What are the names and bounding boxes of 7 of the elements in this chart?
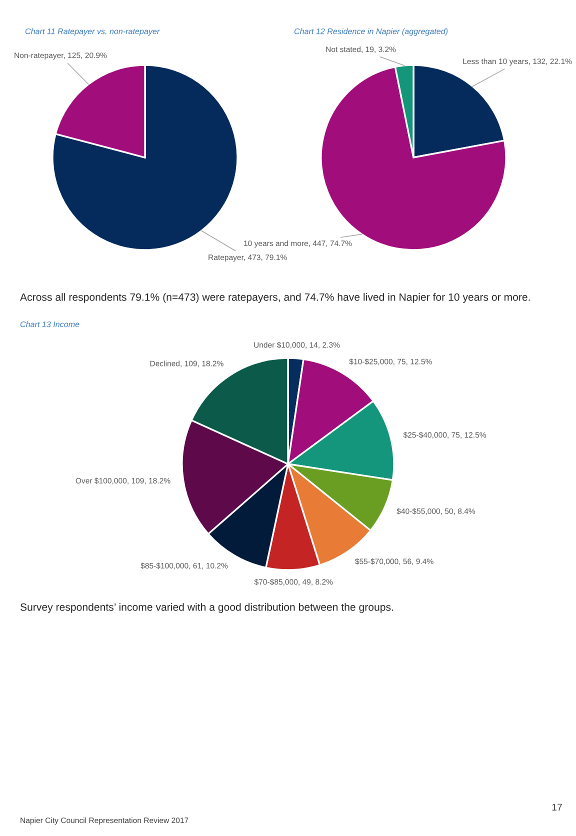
text: 17 <box>552 804 562 811</box>
pie-slice <box>52 64 238 251</box>
text: Survey respondents’ income varied with a good distribution between the groups. <box>20 603 393 613</box>
chart-title: Chart 11 Ratepayer vs. non-ratepayer <box>25 28 160 36</box>
chart-title: Chart 12 Residence in Napier (aggregated) <box>294 28 448 36</box>
text: Across all respondents 79.1% (n=473) were ratepayers, and 74.7% have lived in Napier for 10 years or more. <box>20 293 530 303</box>
chart-title: Chart 13 Income <box>20 321 80 328</box>
